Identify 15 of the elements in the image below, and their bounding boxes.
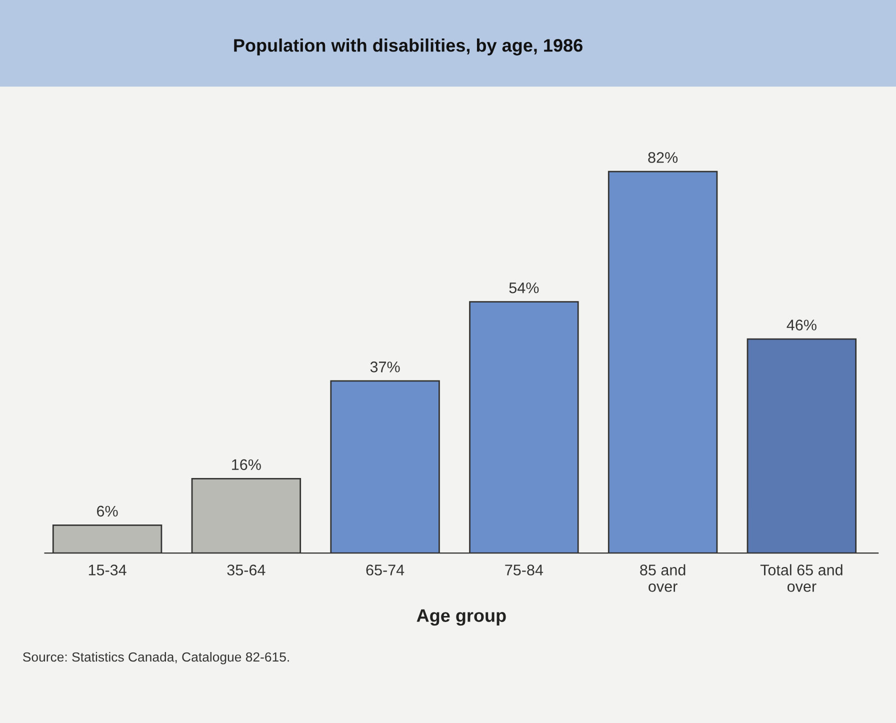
x-tick-label: 15-34 bbox=[88, 564, 126, 576]
x-tick-label: 35-64 bbox=[227, 564, 266, 576]
chart-title: Population with disabilities, by age, 1986 bbox=[234, 38, 582, 56]
data-label: 16% bbox=[232, 459, 261, 470]
x-tick-label: 75-84 bbox=[505, 564, 544, 576]
x-tick-label: 85 and over bbox=[640, 564, 686, 592]
x-axis-title: Age group bbox=[416, 609, 506, 626]
data-label: 6% bbox=[97, 506, 118, 517]
data-label: 37% bbox=[370, 362, 400, 372]
source-note: Source: Statistics Canada, Catalogue 82-615. bbox=[23, 652, 289, 664]
x-tick-label: Total 65 and over bbox=[760, 564, 842, 592]
x-tick-label: 65-74 bbox=[366, 564, 404, 576]
data-label: 82% bbox=[648, 152, 678, 163]
data-label: 46% bbox=[786, 320, 816, 330]
data-label: 54% bbox=[509, 282, 539, 294]
